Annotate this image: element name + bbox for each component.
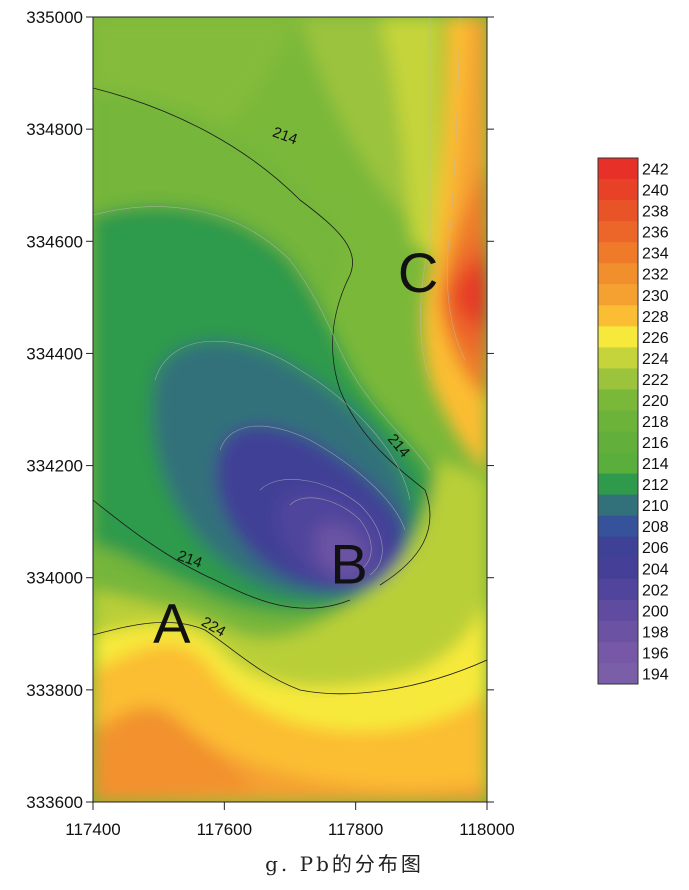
- y-axis: 333600 333800 334000 334200 334400 334600 3348…: [26, 8, 494, 812]
- colorbar-label: 218: [642, 414, 669, 431]
- colorbar-label: 208: [642, 519, 669, 536]
- colorbar-label: 238: [642, 204, 669, 221]
- colorbar-frame: [597, 157, 639, 685]
- colorbar-label: 226: [642, 330, 669, 347]
- colorbar-swatch: [598, 200, 638, 222]
- colorbar-label: 214: [642, 456, 669, 473]
- colorbar-label: 200: [642, 603, 669, 620]
- colorbar-swatch: [598, 557, 638, 580]
- colorbar-swatch: [598, 431, 638, 453]
- colorbar-swatch: [598, 326, 638, 348]
- y-tick-label: 334000: [26, 569, 83, 588]
- plot-frame: [92, 16, 488, 803]
- colorbar-label: 236: [642, 225, 669, 242]
- y-tick-label: 333600: [26, 793, 83, 812]
- figure-caption: g. Pb的分布图: [265, 852, 424, 876]
- y-tick-label: 334400: [26, 344, 83, 363]
- point-label-b: B: [330, 533, 367, 596]
- colorbar-legend: 242 240 238 236 234 232 230 228 226 224 222 220 218 2…: [597, 157, 669, 685]
- colorbar-swatch: [598, 662, 638, 685]
- colorbar-label: 220: [642, 393, 669, 410]
- y-tick-label: 334800: [26, 120, 83, 139]
- contour-lines: [93, 87, 487, 695]
- colorbar-label: 194: [642, 666, 669, 683]
- y-tick-label: 334200: [26, 457, 83, 476]
- colorbar-label: 204: [642, 561, 669, 578]
- point-label-c: C: [398, 241, 438, 304]
- colorbar-label: 224: [642, 351, 669, 368]
- colorbar-label: 222: [642, 372, 669, 389]
- colorbar-swatch: [598, 305, 638, 327]
- colorbar-swatch: [598, 641, 638, 664]
- colorbar-label: 228: [642, 309, 669, 326]
- colorbar-label: 210: [642, 498, 669, 515]
- colorbar-swatch: [598, 179, 638, 201]
- colorbar-swatch: [598, 473, 638, 496]
- colorbar-swatch: [598, 263, 638, 285]
- colorbar-swatch: [598, 347, 638, 369]
- colorbar-swatch: [598, 515, 638, 538]
- colorbar-label: 234: [642, 246, 669, 263]
- colorbar-label: 212: [642, 477, 669, 494]
- x-axis: 117400 117600 117800 118000: [65, 802, 515, 839]
- colorbar-label: 196: [642, 645, 669, 662]
- y-tick-label: 335000: [26, 8, 83, 27]
- colorbar-swatch: [598, 452, 638, 474]
- colorbar-label: 216: [642, 435, 669, 452]
- x-tick-label: 118000: [459, 820, 514, 839]
- point-label-a: A: [153, 592, 191, 655]
- contour-fill: [93, 17, 487, 802]
- colorbar-swatch: [598, 242, 638, 264]
- colorbar-swatch: [598, 389, 638, 411]
- colorbar-label: 198: [642, 624, 669, 641]
- x-tick-label: 117600: [197, 820, 252, 839]
- colorbar-label: 240: [642, 183, 669, 200]
- colorbar-label: 202: [642, 582, 669, 599]
- colorbar-label: 230: [642, 288, 669, 305]
- y-tick-label: 333800: [26, 681, 83, 700]
- colorbar-swatch: [598, 158, 638, 180]
- colorbar-swatch: [598, 599, 638, 622]
- colorbar-swatch: [598, 221, 638, 243]
- colorbar-swatch: [598, 410, 638, 432]
- point-labels: A B C: [153, 241, 438, 654]
- colorbar-swatch: [598, 494, 638, 517]
- colorbar-swatch: [598, 284, 638, 306]
- colorbar-swatch: [598, 578, 638, 601]
- colorbar-label: 242: [642, 162, 669, 179]
- colorbar-swatch: [598, 536, 638, 559]
- x-tick-label: 117400: [65, 820, 120, 839]
- colorbar-label: 206: [642, 540, 669, 557]
- colorbar-swatch: [598, 620, 638, 643]
- x-tick-label: 117800: [328, 820, 383, 839]
- y-tick-label: 334600: [26, 232, 83, 251]
- colorbar-label: 232: [642, 267, 669, 284]
- colorbar-swatch: [598, 368, 638, 390]
